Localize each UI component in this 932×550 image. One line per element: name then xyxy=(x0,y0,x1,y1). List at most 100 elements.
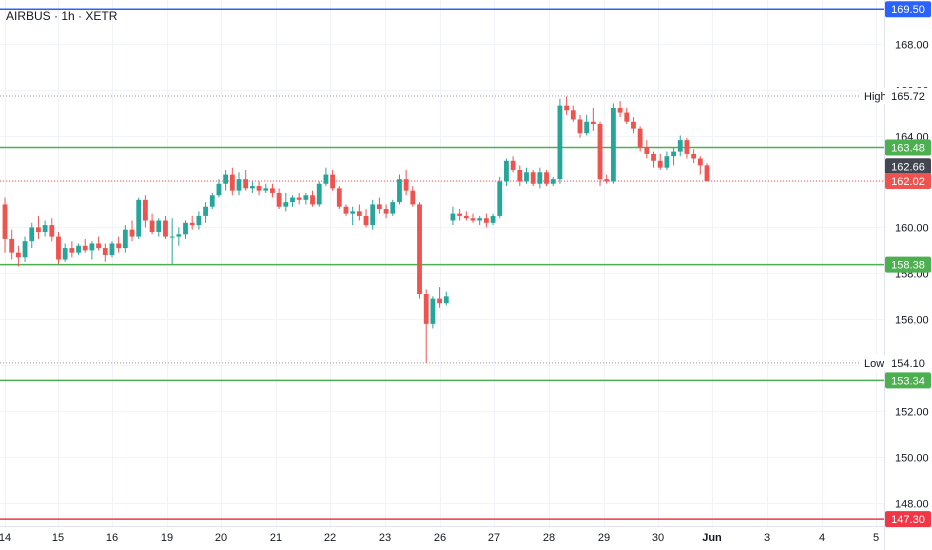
candle-body xyxy=(310,195,315,205)
candle xyxy=(129,220,135,242)
candle xyxy=(102,243,108,262)
time-axis[interactable]: 14 15 16 19 20 21 22 23 26 27 28 29 30 Jun 3 4 5 xyxy=(0,532,879,544)
candle-body xyxy=(370,204,376,226)
candle-body xyxy=(129,229,135,237)
candle xyxy=(590,107,596,131)
range-bottom-badge-bg xyxy=(885,511,931,528)
candle xyxy=(677,135,683,157)
candle-body xyxy=(276,192,282,207)
candle-body xyxy=(56,236,61,260)
candle-body xyxy=(76,245,81,253)
candle-body xyxy=(122,229,128,249)
candle xyxy=(303,192,309,205)
candle-body xyxy=(651,153,656,161)
candle xyxy=(22,236,28,262)
candle xyxy=(557,98,563,184)
candle xyxy=(483,213,489,228)
candle xyxy=(597,121,603,187)
candle xyxy=(15,245,21,267)
candle-body xyxy=(36,227,41,232)
candle-body xyxy=(229,174,235,191)
candle xyxy=(577,114,583,138)
time-tick-label: 5 xyxy=(873,532,879,544)
candle xyxy=(229,167,235,196)
candle-body xyxy=(517,169,523,182)
candle-body xyxy=(684,140,690,154)
time-tick-label: 20 xyxy=(215,532,227,544)
candle-body xyxy=(430,298,436,324)
candle xyxy=(423,289,429,363)
candle xyxy=(89,241,95,260)
candle xyxy=(196,211,202,230)
candle-body xyxy=(296,197,302,200)
candle-body xyxy=(463,215,469,219)
candle-body xyxy=(671,151,676,157)
candle xyxy=(624,107,630,125)
candle-body xyxy=(116,243,122,249)
candle-body xyxy=(290,197,295,203)
candle-body xyxy=(644,147,650,154)
candle-body xyxy=(136,199,142,237)
candle xyxy=(336,186,342,210)
low-label-tag: Low xyxy=(864,358,884,370)
candle-body xyxy=(142,199,148,221)
high-label-value: 165.72 xyxy=(891,91,925,103)
high-label-tag: High xyxy=(864,91,887,103)
candle xyxy=(283,192,289,212)
candle xyxy=(403,169,409,196)
candle xyxy=(497,176,503,219)
candle xyxy=(450,206,456,226)
candle-body xyxy=(223,174,229,184)
candle xyxy=(517,165,523,187)
time-tick-label: 27 xyxy=(488,532,500,544)
candle-body xyxy=(196,215,202,226)
candle-body xyxy=(550,179,556,184)
candle-body xyxy=(29,227,35,242)
candle xyxy=(49,218,55,242)
candle-body xyxy=(256,186,262,191)
candle xyxy=(564,96,570,115)
candle-body xyxy=(96,243,102,249)
candle-body xyxy=(597,124,603,180)
level-badge-label: 158.38 xyxy=(891,260,925,272)
candle-body xyxy=(631,121,636,129)
candle xyxy=(637,126,643,152)
candle xyxy=(463,211,469,221)
candle xyxy=(169,218,175,265)
candle xyxy=(263,183,269,193)
last-price-badge: 162.66 xyxy=(885,158,931,175)
candle-body xyxy=(470,218,476,221)
time-tick-label: 28 xyxy=(543,532,555,544)
candle-body xyxy=(457,213,463,216)
candle xyxy=(644,140,650,159)
candle-body xyxy=(677,140,683,152)
candle-body xyxy=(704,165,710,181)
level-badge-bg xyxy=(885,372,931,389)
candle xyxy=(82,238,88,253)
candle xyxy=(370,199,376,230)
price-tick-label: 160.00 xyxy=(895,223,929,235)
time-tick-label: Jun xyxy=(702,532,722,544)
candle xyxy=(216,179,222,198)
candle-body xyxy=(189,222,195,226)
candle xyxy=(136,197,142,239)
candle xyxy=(691,149,697,164)
candle xyxy=(550,176,556,187)
candle xyxy=(530,169,536,187)
level-badge-bg xyxy=(885,256,931,273)
candle-body xyxy=(270,188,275,193)
candle xyxy=(570,105,576,122)
candle-body xyxy=(283,202,289,207)
level-badge-bg xyxy=(885,139,931,156)
candle-body xyxy=(657,160,663,168)
candle xyxy=(296,192,302,205)
candle xyxy=(36,215,41,239)
candle xyxy=(116,236,122,253)
candle-body xyxy=(183,222,188,235)
candle-body xyxy=(383,209,389,214)
candle xyxy=(343,204,349,216)
time-tick-label: 14 xyxy=(0,532,11,544)
candle xyxy=(183,220,188,239)
candle-body xyxy=(504,160,509,182)
